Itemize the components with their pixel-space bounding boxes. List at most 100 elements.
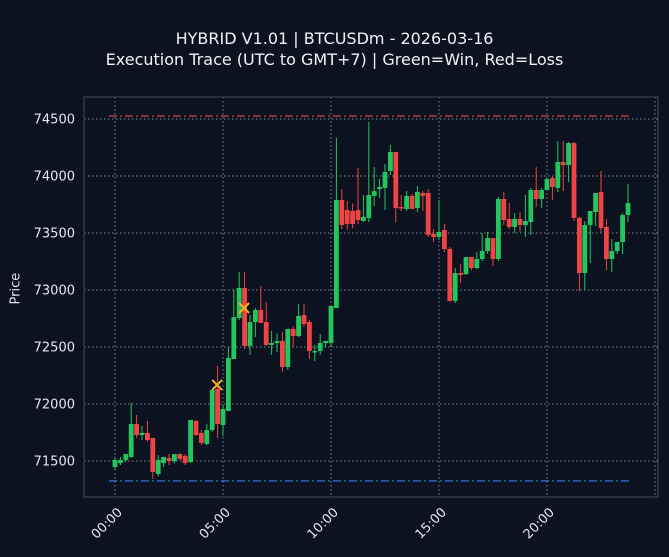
candle-up xyxy=(220,404,226,437)
candle-up xyxy=(582,221,588,290)
candle-down xyxy=(339,188,345,230)
trade-markers xyxy=(211,302,250,391)
candle-down xyxy=(550,176,555,201)
candle-down xyxy=(280,331,285,373)
candle-up xyxy=(452,267,458,303)
x-tick-label: 10:00 xyxy=(305,505,342,542)
candle-down xyxy=(301,304,307,328)
x-axis: 00:00 05:00 10:00 15:00 20:00 xyxy=(89,497,656,542)
candle-up xyxy=(528,187,534,236)
x-tick-label: 05:00 xyxy=(197,505,234,542)
y-tick-label: 73500 xyxy=(34,227,75,242)
candle-up xyxy=(523,195,528,237)
candle-up xyxy=(161,457,166,468)
x-marker-icon xyxy=(238,302,250,314)
candle-down xyxy=(577,217,582,292)
candle-up xyxy=(269,331,274,355)
candle-down xyxy=(355,168,361,224)
candle-up xyxy=(371,166,377,206)
plot-frame xyxy=(83,96,659,498)
candle-up xyxy=(539,187,544,209)
candle-up xyxy=(118,457,123,465)
candle-down xyxy=(442,223,447,253)
candle-down xyxy=(533,166,539,208)
candle-up xyxy=(474,252,480,270)
x-tick-label: 20:00 xyxy=(521,505,558,542)
candle-up xyxy=(296,304,301,337)
candle-up xyxy=(614,242,620,254)
candle-up xyxy=(366,121,372,223)
candle-up xyxy=(609,239,615,272)
candle-down xyxy=(598,170,604,233)
candle-up xyxy=(328,305,334,347)
candle-up xyxy=(555,141,561,192)
candle-down xyxy=(199,429,204,446)
level-lines xyxy=(108,115,632,482)
candle-down xyxy=(420,191,426,211)
candle-up xyxy=(285,328,291,370)
candle-down xyxy=(242,271,247,350)
candle-up xyxy=(382,164,388,210)
candle-up xyxy=(485,231,490,254)
candle-down xyxy=(431,229,436,243)
candle-up xyxy=(112,457,118,471)
candle-up xyxy=(377,178,382,199)
candle-down xyxy=(177,453,183,460)
candle-up xyxy=(226,347,231,411)
chart-title-line1: HYBRID V1.01 | BTCUSDm - 2026-03-16 xyxy=(175,29,494,48)
candle-down xyxy=(398,195,404,211)
candle-down xyxy=(409,194,415,209)
candle-down xyxy=(290,326,296,347)
candle-up xyxy=(512,213,517,233)
y-tick-label: 71500 xyxy=(34,455,75,470)
candle-up xyxy=(172,454,177,464)
candle-up xyxy=(253,308,258,337)
candle-up xyxy=(388,144,393,175)
y-tick-label: 74000 xyxy=(34,170,75,185)
candle-up xyxy=(436,200,442,240)
candle-down xyxy=(506,203,512,230)
candle-up xyxy=(274,333,280,353)
candle-down xyxy=(258,286,264,323)
x-tick-label: 00:00 xyxy=(89,505,126,542)
candle-down xyxy=(571,142,577,222)
candle-down xyxy=(263,301,269,346)
candle-up xyxy=(415,186,420,213)
candle-down xyxy=(307,319,312,359)
candle-up xyxy=(312,344,318,362)
candle-up xyxy=(361,195,366,223)
candle-up xyxy=(496,196,501,262)
candle-down xyxy=(150,437,156,480)
candle-up xyxy=(231,290,237,359)
candle-down xyxy=(458,264,463,284)
candle-down xyxy=(447,247,453,302)
candle-up xyxy=(625,183,631,223)
candle-down xyxy=(501,191,507,226)
candle-up xyxy=(323,340,328,347)
candle-up xyxy=(620,213,625,254)
candle-up xyxy=(204,423,210,446)
candle-up xyxy=(566,142,571,183)
candle-down xyxy=(517,212,523,232)
candle-up xyxy=(463,257,469,276)
candle-up xyxy=(587,210,593,263)
x-marker-icon xyxy=(211,379,223,391)
y-tick-label: 74500 xyxy=(34,113,75,128)
candle-down xyxy=(393,151,399,223)
candle-down xyxy=(490,238,496,266)
chart-title-line2: Execution Trace (UTC to GMT+7) | Green=W… xyxy=(105,50,564,69)
candle-down xyxy=(469,257,474,271)
candle-up xyxy=(139,426,145,441)
candle-down xyxy=(182,454,188,465)
y-tick-label: 73000 xyxy=(34,284,75,299)
candle-down xyxy=(134,414,139,438)
candle-down xyxy=(215,365,220,439)
candle-down xyxy=(604,218,609,271)
candle-up xyxy=(123,454,129,463)
candle-down xyxy=(560,141,566,192)
y-tick-label: 72000 xyxy=(34,398,75,413)
candle-down xyxy=(344,201,350,230)
candle-up xyxy=(247,314,253,355)
candle-up xyxy=(128,402,134,459)
